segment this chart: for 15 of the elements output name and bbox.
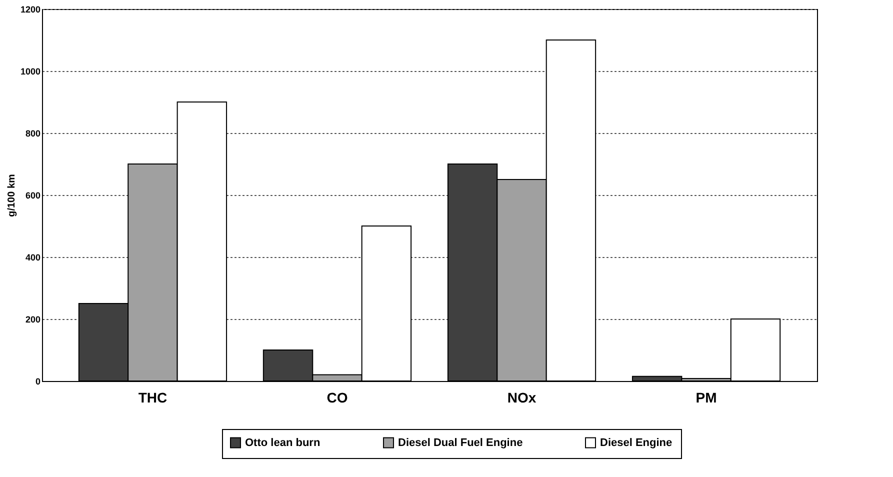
x-tick-label: CO: [326, 390, 348, 406]
y-tick-label: 600: [25, 190, 40, 200]
y-tick-label: 1200: [20, 4, 40, 14]
y-axis-title: g/100 km: [6, 174, 18, 217]
x-tick-label: PM: [696, 390, 717, 406]
y-tick-label: 1000: [20, 66, 40, 76]
y-tick-label: 800: [25, 128, 40, 138]
y-tick-label: 200: [25, 314, 40, 324]
x-tick-label: NOx: [507, 390, 536, 406]
legend-label: Diesel Engine: [600, 436, 672, 449]
y-tick-label: 400: [25, 252, 40, 262]
y-tick-label: 0: [35, 376, 40, 386]
legend-label: Diesel Dual Fuel Engine: [398, 436, 523, 449]
x-tick-label: THC: [138, 390, 168, 406]
legend-label: Otto lean burn: [245, 436, 320, 449]
